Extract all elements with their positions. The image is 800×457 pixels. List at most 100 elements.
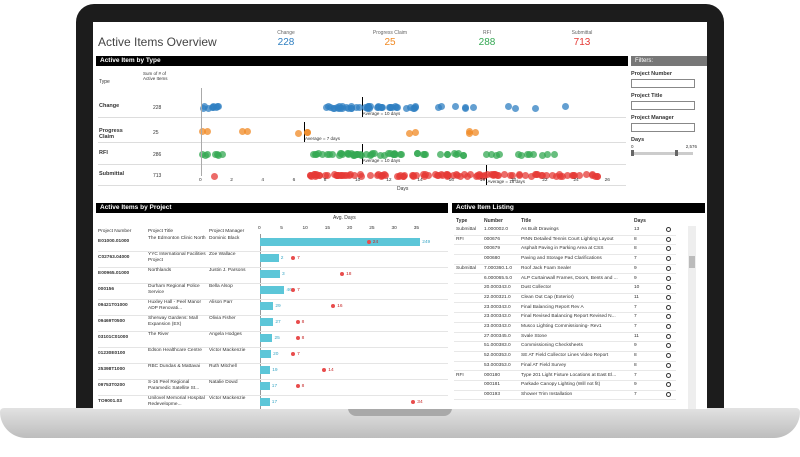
listing-row[interactable]: 23.000343.0 Musco Lighting Commissioning-… (454, 323, 676, 333)
data-point[interactable] (594, 172, 602, 180)
data-point[interactable] (479, 172, 487, 180)
data-point[interactable] (471, 128, 479, 136)
listing-row[interactable]: 000193 Shower Trim Installation 7 (454, 391, 676, 401)
search-icon[interactable] (666, 227, 671, 232)
data-point[interactable] (422, 171, 430, 179)
kpi-change[interactable]: Change 228 (256, 30, 316, 48)
kpi-submittal[interactable]: Submittal 713 (552, 30, 612, 48)
data-point[interactable] (218, 150, 226, 158)
data-point[interactable] (443, 172, 451, 180)
days-slider[interactable]: 0 2,576 (631, 144, 697, 158)
data-point[interactable] (495, 150, 503, 158)
avg-days-bar[interactable] (260, 270, 281, 278)
avg-days-dot[interactable] (411, 400, 416, 404)
listing-row[interactable]: 000181 Parkade Canopy Lighting (Will not … (454, 381, 676, 391)
search-icon[interactable] (666, 236, 671, 242)
listing-row[interactable]: 000680 Paving and Storage Pad Clarificati… (454, 255, 676, 265)
data-point[interactable] (210, 103, 218, 111)
listing-row[interactable]: 23.000343.0 Final Revised Balancing Repor… (454, 313, 676, 323)
data-point[interactable] (501, 171, 509, 178)
data-point[interactable] (518, 151, 526, 159)
search-icon[interactable] (666, 246, 671, 252)
data-point[interactable] (357, 172, 365, 180)
data-point[interactable] (365, 104, 373, 112)
project-row[interactable]: 09753T0200 S-16 Peel Regional Paramedic S… (98, 380, 448, 396)
avg-days-dot[interactable] (291, 256, 296, 260)
search-icon[interactable] (666, 294, 671, 300)
listing-row[interactable]: 20.000343.0 Dust Collector 10 (454, 284, 676, 294)
data-point[interactable] (469, 103, 477, 111)
data-point[interactable] (575, 172, 583, 180)
project-row[interactable]: TO9001.03 Unilovel Memorial Hospital Rede… (98, 396, 448, 409)
data-point[interactable] (347, 104, 355, 112)
kpi-progress-claim[interactable]: Progress Claim 25 (360, 30, 420, 48)
data-point[interactable] (204, 128, 212, 136)
listing-row[interactable]: 52.000353.0 SE AT Field Collector Lines V… (454, 352, 676, 362)
data-point[interactable] (562, 103, 570, 111)
avg-days-dot[interactable] (331, 304, 336, 308)
data-point[interactable] (413, 172, 421, 180)
data-point[interactable] (438, 172, 446, 180)
slider-handle-min[interactable] (631, 150, 634, 156)
data-point[interactable] (400, 171, 408, 179)
listing-row[interactable]: 23.000343.0 Final Balancing Report Rev A 7 (454, 304, 676, 314)
data-point[interactable] (483, 151, 491, 159)
data-point[interactable] (473, 171, 481, 179)
data-point[interactable] (564, 171, 572, 179)
data-point[interactable] (467, 171, 475, 179)
data-point[interactable] (583, 171, 590, 179)
listing-row[interactable]: 51.000383.0 Commissioning Checksheets 9 (454, 342, 676, 352)
data-point[interactable] (328, 151, 336, 159)
listing-row[interactable]: Submittal 1.000002.0 As Built Drawings 13 (454, 226, 676, 236)
data-point[interactable] (403, 104, 411, 112)
avg-days-dot[interactable] (291, 288, 296, 292)
avg-days-dot[interactable] (291, 352, 296, 356)
avg-days-dot[interactable] (295, 384, 300, 388)
data-point[interactable] (539, 151, 547, 159)
project-row[interactable]: 03101C01000 The River Angela Hodges 25 8 (98, 332, 448, 348)
data-point[interactable] (528, 172, 536, 180)
data-point[interactable] (409, 172, 417, 180)
data-point[interactable] (357, 150, 365, 158)
data-point[interactable] (366, 172, 374, 180)
data-point[interactable] (338, 150, 346, 158)
data-point[interactable] (456, 172, 464, 180)
avg-days-bar[interactable] (260, 238, 421, 246)
search-icon[interactable] (666, 362, 671, 368)
data-point[interactable] (568, 172, 576, 180)
data-point[interactable] (451, 103, 459, 111)
data-point[interactable] (324, 151, 332, 159)
listing-scrollbar[interactable] (688, 226, 696, 409)
data-point[interactable] (315, 172, 323, 180)
search-icon[interactable] (666, 343, 671, 349)
data-point[interactable] (548, 172, 556, 180)
data-point[interactable] (529, 151, 537, 159)
data-point[interactable] (406, 103, 414, 111)
avg-days-bar[interactable] (260, 382, 270, 390)
data-point[interactable] (522, 171, 530, 179)
data-point[interactable] (325, 103, 333, 111)
data-point[interactable] (342, 103, 350, 111)
data-point[interactable] (483, 171, 491, 179)
project-manager-input[interactable] (631, 123, 695, 132)
data-point[interactable] (334, 104, 342, 112)
search-icon[interactable] (666, 265, 671, 271)
project-row[interactable]: E01000.01000 The Edmonton Clinic North Dom… (98, 236, 448, 252)
data-point[interactable] (382, 171, 390, 179)
data-point[interactable] (303, 129, 311, 137)
listing-row[interactable]: Submittal 7.000360.1.0 Roof Jack Foam Seal… (454, 265, 676, 275)
search-icon[interactable] (666, 391, 671, 397)
search-icon[interactable] (666, 256, 671, 262)
data-point[interactable] (334, 171, 342, 179)
data-point[interactable] (550, 151, 558, 159)
data-point[interactable] (443, 151, 451, 159)
listing-row[interactable]: 000679 Asphalt Paving in Parking Area at … (454, 245, 676, 255)
data-point[interactable] (488, 171, 496, 179)
data-point[interactable] (556, 171, 564, 179)
data-point[interactable] (397, 151, 404, 159)
data-point[interactable] (461, 171, 469, 179)
data-point[interactable] (324, 171, 332, 179)
project-row[interactable]: 000156 Durham Regional Police Service Bell… (98, 284, 448, 300)
data-point[interactable] (311, 171, 319, 179)
data-point[interactable] (414, 150, 422, 158)
